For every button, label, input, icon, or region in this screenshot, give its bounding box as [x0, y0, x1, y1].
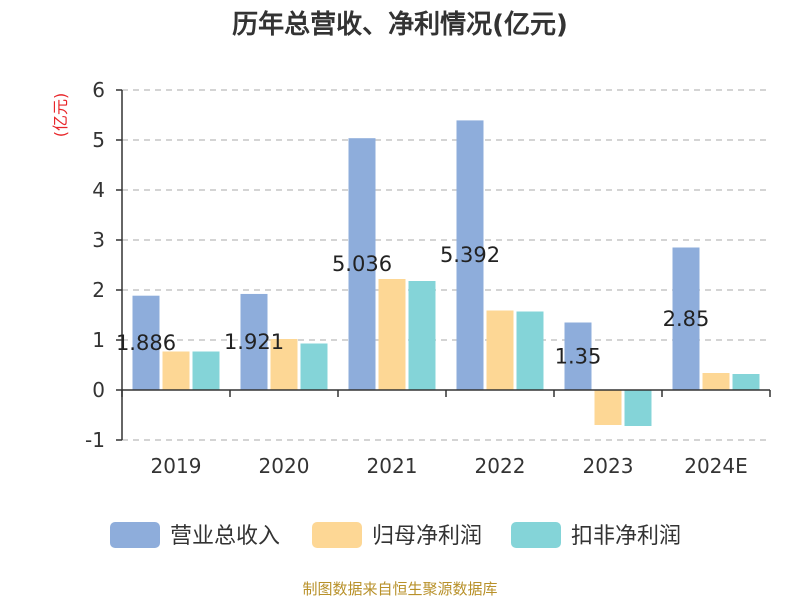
bars	[132, 120, 760, 426]
data-label: 5.392	[440, 243, 500, 267]
data-label: 2.85	[663, 307, 710, 331]
y-axis-unit: (亿元)	[51, 93, 70, 138]
x-tick-label: 2024E	[684, 454, 748, 478]
bar	[672, 247, 700, 390]
grid-lines	[122, 89, 770, 441]
bar	[132, 295, 160, 390]
bar	[702, 373, 730, 390]
y-tick-label: -1	[85, 428, 105, 452]
data-labels: 1.886 1.921 5.036 5.392 1.35 2.85	[116, 243, 709, 368]
chart-title: 历年总营收、净利情况(亿元)	[232, 9, 568, 40]
x-tick-label: 2022	[475, 454, 526, 478]
bar	[732, 374, 760, 390]
source-note: 制图数据来自恒生聚源数据库	[302, 580, 497, 598]
bar	[300, 343, 328, 390]
legend-item[interactable]: 营业总收入	[110, 522, 280, 549]
data-label: 1.886	[116, 331, 176, 355]
x-axis-ticks: 2019 2020 2021 2022 2023 2024E	[151, 454, 748, 478]
bar	[624, 390, 652, 426]
legend-swatch	[312, 522, 362, 548]
legend[interactable]: 营业总收入 归母净利润 扣非净利润	[110, 522, 681, 549]
x-tick-label: 2019	[151, 454, 202, 478]
bar	[516, 311, 544, 390]
y-tick-label: 0	[92, 378, 105, 402]
y-tick-label: 1	[92, 328, 105, 352]
data-label: 5.036	[332, 252, 392, 276]
bar	[192, 351, 220, 390]
x-tick-label: 2023	[583, 454, 634, 478]
legend-item[interactable]: 扣非净利润	[511, 522, 681, 549]
y-tick-label: 2	[92, 278, 105, 302]
y-axis-ticks: 6 5 4 3 2 1 0 -1	[85, 78, 105, 452]
data-label: 1.921	[224, 330, 284, 354]
y-tick-label: 6	[92, 78, 105, 102]
axes	[116, 89, 771, 441]
bar	[486, 310, 514, 390]
bar	[594, 390, 622, 425]
x-tick-label: 2020	[259, 454, 310, 478]
bar	[564, 322, 592, 390]
y-tick-label: 3	[92, 228, 105, 252]
data-label: 1.35	[555, 344, 602, 368]
bar	[348, 138, 376, 390]
legend-swatch	[110, 522, 160, 548]
legend-label: 归母净利润	[372, 524, 482, 549]
legend-item[interactable]: 归母净利润	[312, 522, 482, 549]
bar	[378, 279, 406, 390]
bar	[162, 351, 190, 390]
bar	[270, 339, 298, 390]
y-tick-label: 4	[92, 178, 105, 202]
legend-label: 扣非净利润	[571, 524, 681, 549]
legend-swatch	[511, 522, 561, 548]
bar	[408, 281, 436, 390]
y-tick-label: 5	[92, 128, 105, 152]
legend-label: 营业总收入	[170, 524, 280, 549]
x-tick-label: 2021	[367, 454, 418, 478]
bar	[456, 120, 484, 391]
bar	[240, 293, 268, 390]
